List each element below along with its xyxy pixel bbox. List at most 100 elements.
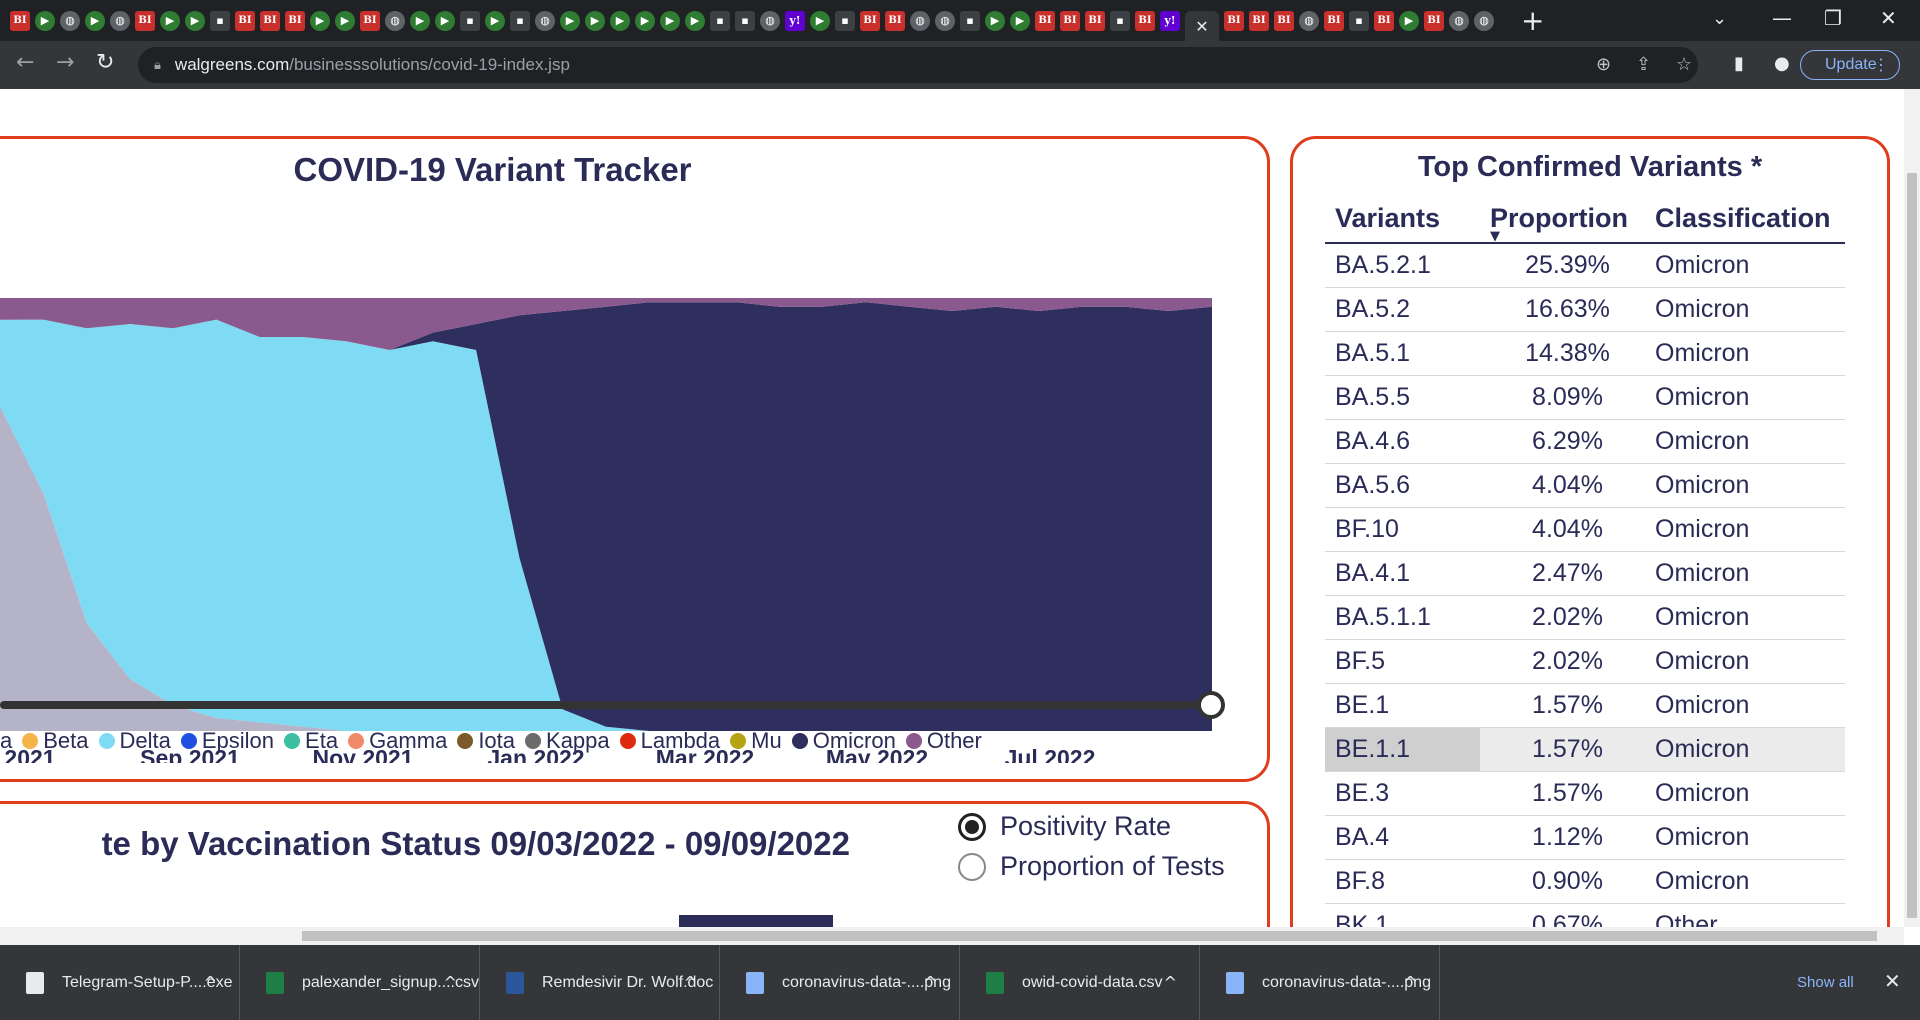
play-favicon-icon[interactable]: ▶ (1399, 10, 1419, 31)
bi-favicon-icon[interactable]: BI (1424, 10, 1444, 31)
restore-icon[interactable]: ❐ (1824, 6, 1842, 30)
bi-favicon-icon[interactable]: BI (1249, 10, 1269, 31)
table-row[interactable]: BF.5 2.02% Omicron (1325, 639, 1845, 684)
play-favicon-icon[interactable]: ▶ (85, 10, 105, 31)
legend-item-eta[interactable]: Eta (284, 728, 338, 754)
page-favicon-icon[interactable]: ▪ (210, 10, 230, 31)
date-range-slider[interactable] (0, 701, 1210, 709)
tab-search-chevron-icon[interactable]: ⌄ (1712, 8, 1728, 29)
bi-favicon-icon[interactable]: BI (1085, 10, 1105, 31)
table-row[interactable]: BE.3 1.57% Omicron (1325, 771, 1845, 816)
legend-item-mu[interactable]: Mu (730, 728, 782, 754)
table-row[interactable]: BE.1 1.57% Omicron (1325, 683, 1845, 728)
play-favicon-icon[interactable]: ▶ (35, 10, 55, 31)
vertical-scroll-thumb[interactable] (1907, 173, 1917, 918)
play-favicon-icon[interactable]: ▶ (435, 10, 455, 31)
chevron-up-icon[interactable]: ^ (1163, 973, 1177, 992)
play-favicon-icon[interactable]: ▶ (485, 10, 505, 31)
legend-item-other[interactable]: Other (905, 728, 982, 754)
play-favicon-icon[interactable]: ▶ (560, 10, 580, 31)
legend-item-epsilon[interactable]: Epsilon (180, 728, 274, 754)
download-item[interactable]: palexander_signup....csv ^ (240, 945, 480, 1020)
bi-favicon-icon[interactable]: BI (1060, 10, 1080, 31)
page-favicon-icon[interactable]: ▪ (835, 10, 855, 31)
play-favicon-icon[interactable]: ▶ (660, 10, 680, 31)
play-favicon-icon[interactable]: ▶ (685, 10, 705, 31)
forward-arrow-icon[interactable]: → (56, 50, 75, 75)
table-row[interactable]: BF.8 0.90% Omicron (1325, 859, 1845, 904)
play-favicon-icon[interactable]: ▶ (810, 10, 830, 31)
page-favicon-icon[interactable]: ▪ (960, 10, 980, 31)
play-favicon-icon[interactable]: ▶ (185, 10, 205, 31)
chevron-up-icon[interactable]: ^ (443, 973, 457, 992)
bi-favicon-icon[interactable]: BI (235, 10, 255, 31)
bi-favicon-icon[interactable]: BI (1035, 10, 1055, 31)
play-favicon-icon[interactable]: ▶ (585, 10, 605, 31)
page-favicon-icon[interactable]: ▪ (1349, 10, 1369, 31)
bi-favicon-icon[interactable]: BI (1135, 10, 1155, 31)
globe-favicon-icon[interactable]: ◍ (385, 10, 405, 31)
bi-favicon-icon[interactable]: BI (860, 10, 880, 31)
bi-favicon-icon[interactable]: BI (1324, 10, 1344, 31)
chevron-up-icon[interactable]: ^ (203, 973, 217, 992)
bi-favicon-icon[interactable]: BI (360, 10, 380, 31)
play-favicon-icon[interactable]: ▶ (985, 10, 1005, 31)
slider-handle[interactable] (1197, 691, 1225, 719)
new-tab-icon[interactable]: + (1521, 4, 1545, 37)
legend-item-a[interactable]: a (0, 728, 12, 754)
table-row[interactable]: BE.1.1 1.57% Omicron (1325, 727, 1845, 772)
download-item[interactable]: Remdesivir Dr. Wolf.doc ^ (480, 945, 720, 1020)
sort-descending-icon[interactable]: ▼ (1490, 229, 1500, 244)
share-icon[interactable]: ⇪ (1636, 54, 1652, 75)
play-favicon-icon[interactable]: ▶ (410, 10, 430, 31)
download-item[interactable]: Telegram-Setup-P....exe ^ (0, 945, 240, 1020)
bi-favicon-icon[interactable]: BI (135, 10, 155, 31)
page-favicon-icon[interactable]: ▪ (510, 10, 530, 31)
play-favicon-icon[interactable]: ▶ (310, 10, 330, 31)
window-close-icon[interactable]: ✕ (1880, 6, 1897, 30)
table-row[interactable]: BA.5.1 14.38% Omicron (1325, 331, 1845, 376)
chevron-up-icon[interactable]: ^ (683, 973, 697, 992)
zoom-icon[interactable]: ⊕ (1596, 54, 1612, 75)
table-row[interactable]: BF.10 4.04% Omicron (1325, 507, 1845, 552)
radio-button[interactable] (958, 852, 986, 881)
table-row[interactable]: BA.4.1 2.47% Omicron (1325, 551, 1845, 596)
download-item[interactable]: owid-covid-data.csv ^ (960, 945, 1200, 1020)
menu-dots-icon[interactable]: ⋮ (1873, 57, 1889, 74)
download-item[interactable]: coronavirus-data-....png ^ (1200, 945, 1440, 1020)
profile-icon[interactable]: ● (1774, 53, 1790, 74)
radio-button-selected[interactable] (958, 812, 986, 841)
table-row[interactable]: BA.4.6 6.29% Omicron (1325, 419, 1845, 464)
table-row[interactable]: BK.1 0.67% Other (1325, 903, 1845, 927)
globe-favicon-icon[interactable]: ◍ (1474, 10, 1494, 31)
chevron-up-icon[interactable]: ^ (1403, 973, 1417, 992)
table-row[interactable]: BA.5.2 16.63% Omicron (1325, 287, 1845, 332)
legend-item-iota[interactable]: Iota (457, 728, 515, 754)
bi-favicon-icon[interactable]: BI (285, 10, 305, 31)
play-favicon-icon[interactable]: ▶ (335, 10, 355, 31)
minimize-icon[interactable]: — (1772, 6, 1792, 30)
page-favicon-icon[interactable]: ▪ (460, 10, 480, 31)
back-arrow-icon[interactable]: ← (16, 50, 35, 75)
table-row[interactable]: BA.5.6 4.04% Omicron (1325, 463, 1845, 508)
globe-favicon-icon[interactable]: ◍ (1449, 10, 1469, 31)
globe-favicon-icon[interactable]: ◍ (760, 10, 780, 31)
yahoo-favicon-icon[interactable]: y! (1160, 10, 1180, 31)
bi-favicon-icon[interactable]: BI (1224, 10, 1244, 31)
globe-favicon-icon[interactable]: ◍ (1299, 10, 1319, 31)
table-row[interactable]: BA.5.1.1 2.02% Omicron (1325, 595, 1845, 640)
area-delta[interactable] (0, 319, 1212, 731)
play-favicon-icon[interactable]: ▶ (635, 10, 655, 31)
globe-favicon-icon[interactable]: ◍ (910, 10, 930, 31)
show-all-downloads-button[interactable]: Show all (1797, 974, 1854, 991)
lock-icon[interactable]: 🔒︎ (154, 57, 161, 73)
table-row[interactable]: BA.5.5 8.09% Omicron (1325, 375, 1845, 420)
play-favicon-icon[interactable]: ▶ (1010, 10, 1030, 31)
globe-favicon-icon[interactable]: ◍ (935, 10, 955, 31)
header-proportion[interactable]: Proportion ▼ (1480, 197, 1645, 244)
legend-item-delta[interactable]: Delta (98, 728, 171, 754)
legend-item-lambda[interactable]: Lambda (619, 728, 720, 754)
page-favicon-icon[interactable]: ▪ (1110, 10, 1130, 31)
horizontal-scroll-thumb[interactable] (302, 931, 1877, 941)
globe-favicon-icon[interactable]: ◍ (110, 10, 130, 31)
